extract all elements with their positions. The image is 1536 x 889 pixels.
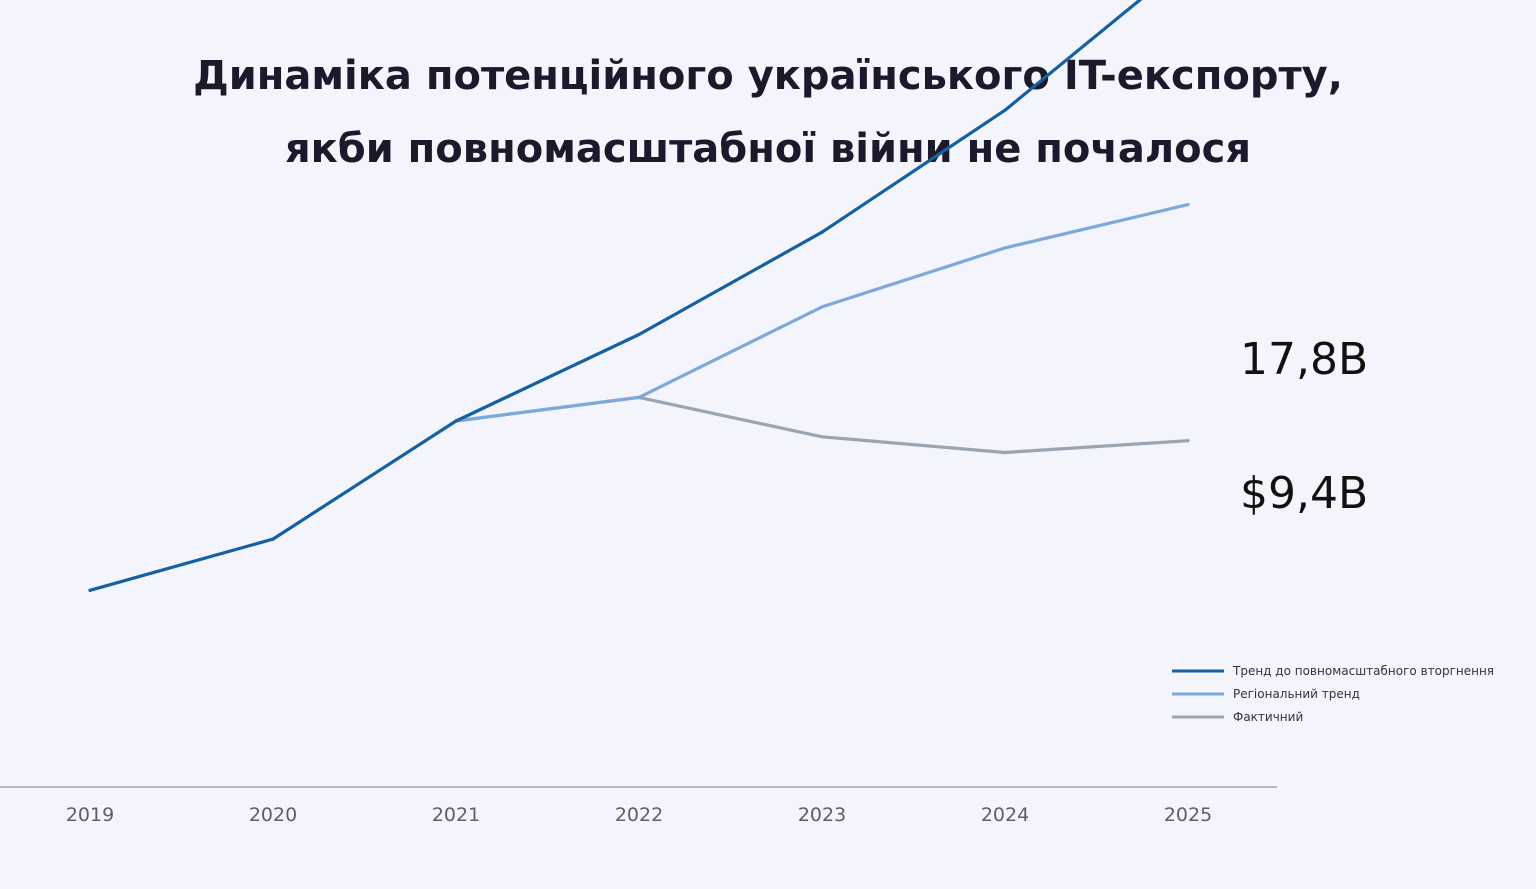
legend-label-2: Фактичний	[1233, 710, 1303, 724]
x-tick-label-2020: 2020	[249, 804, 297, 826]
legend-label-0: Тренд до повномасштабного вторгнення	[1232, 664, 1494, 678]
data-point-2-4	[820, 435, 824, 439]
series-line-1	[454, 203, 1190, 423]
x-tick-label-2021: 2021	[432, 804, 480, 826]
data-point-2-5	[1003, 450, 1007, 455]
chart-title-line-2: якби повномасштабної війни не почалося	[284, 126, 1252, 172]
data-point-1-4	[820, 305, 824, 309]
data-point-0-3	[637, 332, 641, 337]
x-tick-label-2024: 2024	[981, 804, 1029, 826]
data-point-0-0	[88, 588, 92, 592]
annotation-label-bottom: $9,4B	[1240, 468, 1368, 519]
data-point-0-1	[271, 537, 275, 541]
data-point-0-5	[1003, 108, 1007, 112]
data-point-1-6	[1186, 203, 1190, 207]
annotation-label-top: 17,8B	[1240, 334, 1368, 385]
chart-title-line-1: Динаміка потенційного українського IT-ек…	[193, 53, 1343, 99]
x-tick-label-2022: 2022	[615, 804, 663, 826]
legend: Тренд до повномасштабного вторгнення Регі…	[1172, 664, 1494, 724]
legend-label-1: Регіональний тренд	[1233, 687, 1360, 701]
series-line-0	[88, 0, 1143, 592]
data-point-0-2	[454, 419, 458, 423]
x-tick-labels: 2019 2020 2021 2022 2023 2024 2025	[66, 804, 1212, 826]
data-point-0-4	[820, 230, 824, 234]
data-point-2-6	[1186, 439, 1190, 443]
x-tick-label-2025: 2025	[1164, 804, 1212, 826]
chart-title: Динаміка потенційного українського IT-ек…	[0, 53, 1536, 204]
x-tick-label-2023: 2023	[798, 804, 846, 826]
series-group	[88, 0, 1190, 592]
x-tick-label-2019: 2019	[66, 804, 114, 826]
data-point-1-5	[1003, 246, 1007, 250]
data-point-1-3	[637, 395, 641, 399]
